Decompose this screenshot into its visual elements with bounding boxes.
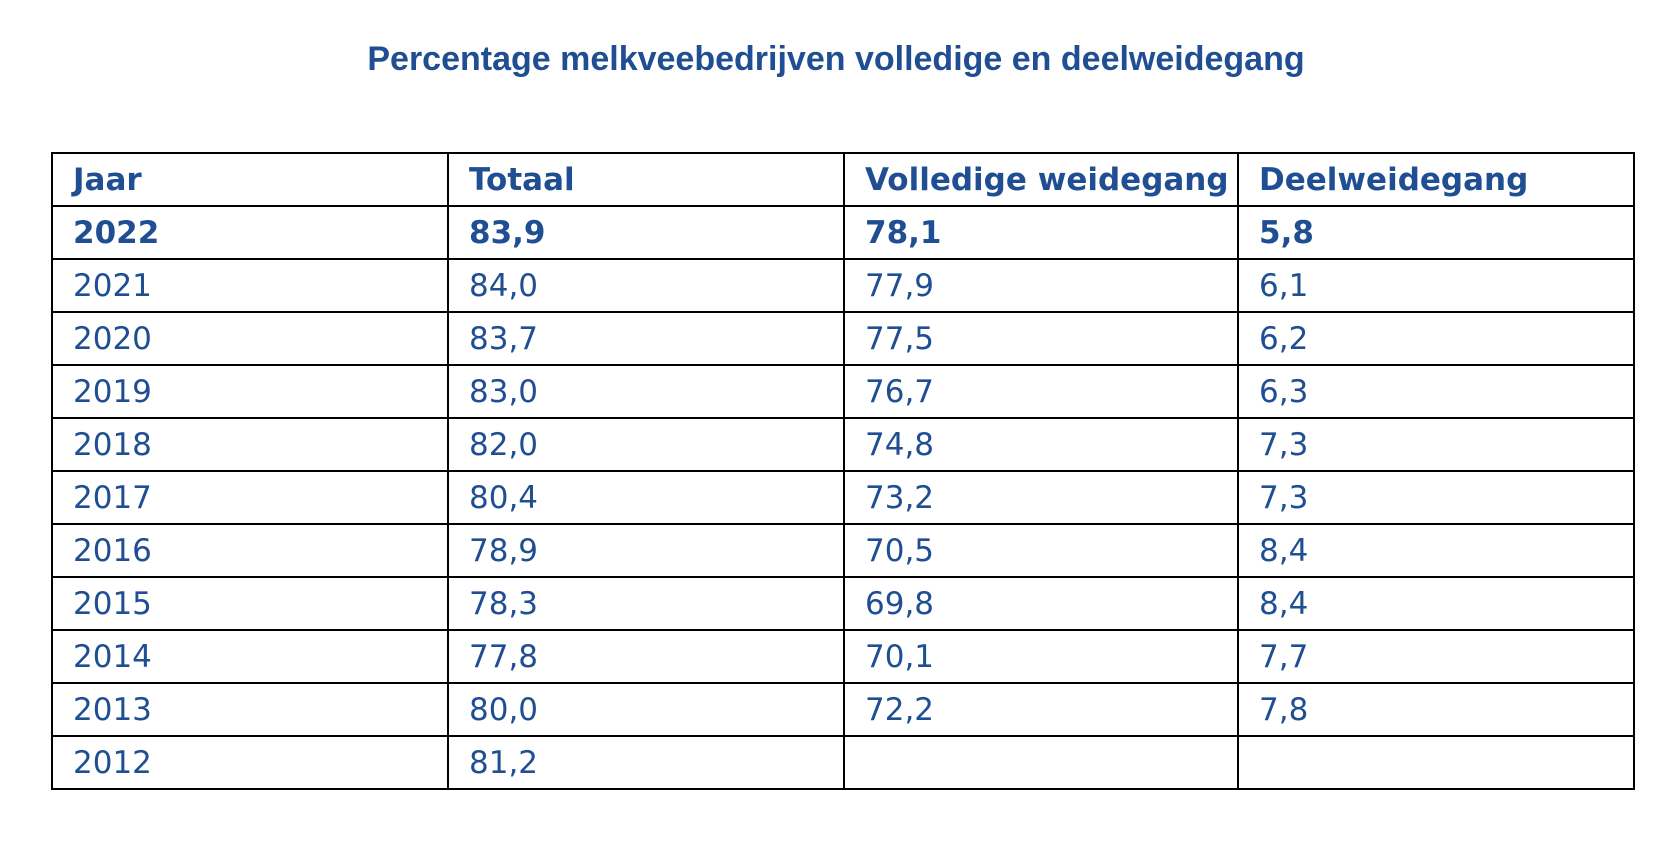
table-row: 2015 78,3 69,8 8,4 — [51, 576, 1635, 631]
cell-volledige-weidegang: 70,5 — [843, 523, 1239, 578]
cell-jaar: 2018 — [51, 417, 449, 472]
table-row: 2013 80,0 72,2 7,8 — [51, 682, 1635, 737]
table-row: 2014 77,8 70,1 7,7 — [51, 629, 1635, 684]
cell-jaar: 2019 — [51, 364, 449, 419]
cell-volledige-weidegang: 77,5 — [843, 311, 1239, 366]
cell-jaar: 2017 — [51, 470, 449, 525]
cell-deelweidegang: 6,1 — [1237, 258, 1635, 313]
column-header-deelweidegang: Deelweidegang — [1237, 152, 1635, 207]
cell-totaal: 83,0 — [447, 364, 845, 419]
cell-volledige-weidegang — [843, 735, 1239, 790]
cell-volledige-weidegang: 70,1 — [843, 629, 1239, 684]
cell-volledige-weidegang: 76,7 — [843, 364, 1239, 419]
cell-totaal: 83,7 — [447, 311, 845, 366]
data-table: Jaar Totaal Volledige weidegang Deelweid… — [51, 152, 1635, 790]
table-row: 2019 83,0 76,7 6,3 — [51, 364, 1635, 419]
cell-totaal: 82,0 — [447, 417, 845, 472]
table-row: 2021 84,0 77,9 6,1 — [51, 258, 1635, 313]
cell-deelweidegang: 7,3 — [1237, 417, 1635, 472]
table-row: 2020 83,7 77,5 6,2 — [51, 311, 1635, 366]
table-row: 2016 78,9 70,5 8,4 — [51, 523, 1635, 578]
cell-jaar: 2020 — [51, 311, 449, 366]
cell-deelweidegang: 7,8 — [1237, 682, 1635, 737]
cell-deelweidegang: 6,2 — [1237, 311, 1635, 366]
column-header-totaal: Totaal — [447, 152, 845, 207]
cell-totaal: 81,2 — [447, 735, 845, 790]
cell-volledige-weidegang: 73,2 — [843, 470, 1239, 525]
cell-volledige-weidegang: 72,2 — [843, 682, 1239, 737]
table-row: 2012 81,2 — [51, 735, 1635, 790]
table-row: 2017 80,4 73,2 7,3 — [51, 470, 1635, 525]
cell-totaal: 78,9 — [447, 523, 845, 578]
cell-jaar: 2012 — [51, 735, 449, 790]
cell-deelweidegang: 5,8 — [1237, 205, 1635, 260]
page-title: Percentage melkveebedrijven volledige en… — [367, 40, 1305, 78]
cell-jaar: 2016 — [51, 523, 449, 578]
column-header-volledige-weidegang: Volledige weidegang — [843, 152, 1239, 207]
cell-jaar: 2014 — [51, 629, 449, 684]
cell-jaar: 2013 — [51, 682, 449, 737]
cell-volledige-weidegang: 69,8 — [843, 576, 1239, 631]
cell-totaal: 78,3 — [447, 576, 845, 631]
cell-jaar: 2015 — [51, 576, 449, 631]
cell-jaar: 2022 — [51, 205, 449, 260]
cell-totaal: 84,0 — [447, 258, 845, 313]
column-header-jaar: Jaar — [51, 152, 449, 207]
cell-deelweidegang — [1237, 735, 1635, 790]
table-row: 2018 82,0 74,8 7,3 — [51, 417, 1635, 472]
cell-totaal: 83,9 — [447, 205, 845, 260]
cell-deelweidegang: 7,3 — [1237, 470, 1635, 525]
cell-volledige-weidegang: 77,9 — [843, 258, 1239, 313]
table-row: 2022 83,9 78,1 5,8 — [51, 205, 1635, 260]
cell-deelweidegang: 8,4 — [1237, 523, 1635, 578]
cell-totaal: 80,4 — [447, 470, 845, 525]
cell-totaal: 77,8 — [447, 629, 845, 684]
cell-deelweidegang: 6,3 — [1237, 364, 1635, 419]
cell-volledige-weidegang: 74,8 — [843, 417, 1239, 472]
cell-deelweidegang: 7,7 — [1237, 629, 1635, 684]
cell-totaal: 80,0 — [447, 682, 845, 737]
cell-volledige-weidegang: 78,1 — [843, 205, 1239, 260]
cell-jaar: 2021 — [51, 258, 449, 313]
cell-deelweidegang: 8,4 — [1237, 576, 1635, 631]
table-header-row: Jaar Totaal Volledige weidegang Deelweid… — [51, 152, 1635, 207]
